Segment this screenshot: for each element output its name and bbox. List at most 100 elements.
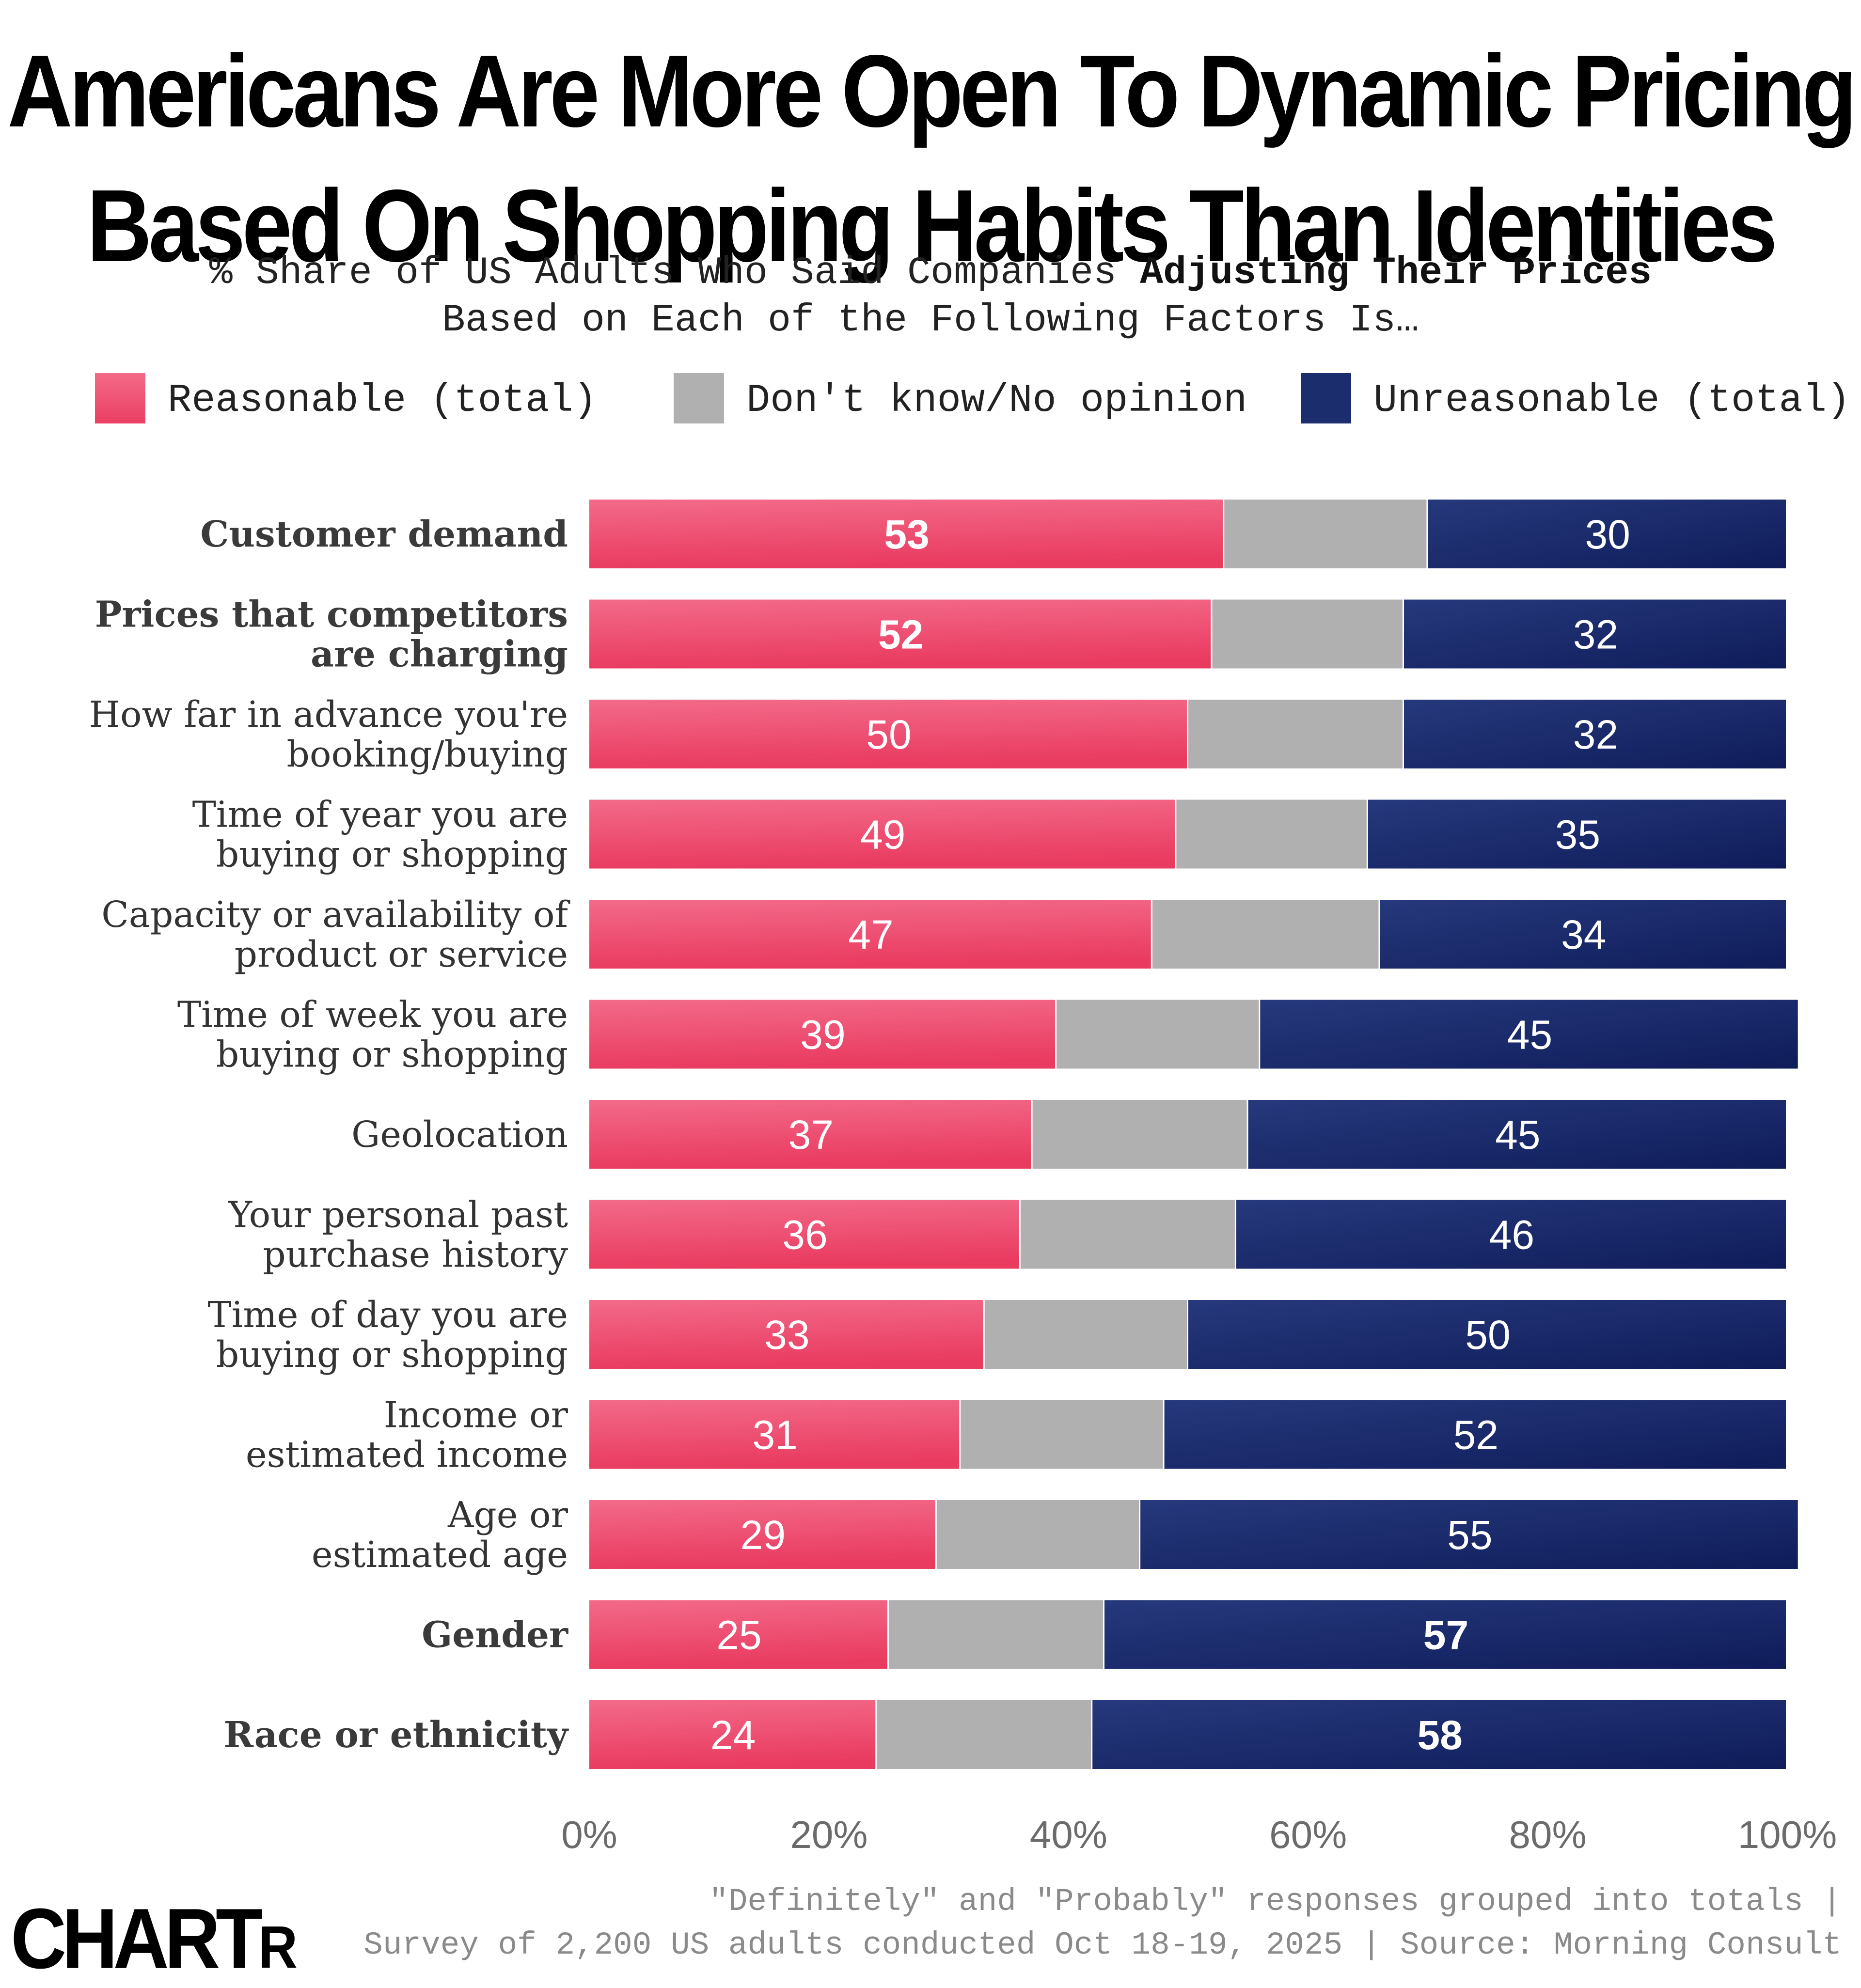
bar-segment-unreasonable-total- <box>1380 900 1786 969</box>
x-tick-label: 40% <box>1030 1813 1107 1856</box>
legend-swatch <box>1301 373 1351 423</box>
chart-title-line: Based On Shopping Habits Than Identities <box>87 169 1778 283</box>
category-label: Income or <box>384 1394 568 1436</box>
bar-segment-don-t-know-no-opinion <box>1152 900 1379 969</box>
bar-segment-don-t-know-no-opinion <box>877 1700 1091 1769</box>
data-label: 33 <box>764 1312 809 1358</box>
category-label: estimated income <box>246 1434 568 1476</box>
bar-segment-unreasonable-total- <box>1188 1300 1786 1369</box>
category-label: Geolocation <box>351 1114 568 1156</box>
bar-segment-unreasonable-total- <box>1428 500 1786 568</box>
data-label: 39 <box>800 1012 845 1058</box>
chart-subtitle: % Share of US Adults Who Said Companies … <box>0 250 1861 344</box>
category-label: are charging <box>311 634 568 675</box>
legend-swatch <box>674 373 724 423</box>
data-label: 57 <box>1423 1612 1468 1658</box>
data-label: 52 <box>1453 1412 1498 1458</box>
chart-title: Americans Are More Open To Dynamic Prici… <box>0 24 1861 294</box>
bar-segment-don-t-know-no-opinion <box>984 1300 1187 1369</box>
chartr-logo: CHARTR <box>11 1890 298 1988</box>
category-label: Gender <box>422 1614 568 1656</box>
bar-segment-don-t-know-no-opinion <box>936 1500 1139 1569</box>
bar-segment-don-t-know-no-opinion <box>889 1600 1103 1669</box>
x-tick-label: 60% <box>1269 1813 1347 1856</box>
bar-segment-don-t-know-no-opinion <box>1057 1000 1259 1069</box>
bar-segment-don-t-know-no-opinion <box>961 1400 1163 1469</box>
data-label: 49 <box>860 812 905 858</box>
legend-label: Don't know/No opinion <box>746 378 1247 423</box>
subtitle-line: Based on Each of the Following Factors I… <box>442 298 1419 343</box>
bar-segment-reasonable-total- <box>589 1100 1031 1169</box>
bar-segment-reasonable-total- <box>589 1400 960 1469</box>
data-label: 53 <box>884 512 929 557</box>
note-line: "Definitely" and "Probably" responses gr… <box>709 1883 1842 1920</box>
data-label: 32 <box>1573 612 1618 657</box>
bar-segment-reasonable-total- <box>589 1700 876 1769</box>
x-tick-label: 0% <box>561 1813 617 1856</box>
legend-label: Unreasonable (total) <box>1373 378 1851 423</box>
data-label: 31 <box>752 1412 797 1458</box>
x-tick-label: 80% <box>1509 1813 1587 1856</box>
category-label: Customer demand <box>200 514 568 555</box>
bar-segment-reasonable-total- <box>589 799 1175 869</box>
bar-segment-don-t-know-no-opinion <box>1224 500 1427 568</box>
stacked-bar-chart: Customer demand Prices that competitorsar… <box>89 500 1837 1856</box>
category-label: purchase history <box>263 1234 568 1276</box>
bar-segment-reasonable-total- <box>589 1200 1019 1269</box>
data-label: 34 <box>1561 912 1606 957</box>
bar-segment-don-t-know-no-opinion <box>1188 700 1403 768</box>
data-label: 24 <box>710 1712 756 1758</box>
category-label: product or service <box>235 934 568 975</box>
legend-swatch <box>95 373 145 423</box>
category-label: Capacity or availability of <box>101 894 570 936</box>
data-label: 35 <box>1555 812 1600 858</box>
logo-text: CHART <box>11 1891 263 1987</box>
data-label: 52 <box>878 612 923 657</box>
x-tick-label: 100% <box>1738 1813 1837 1856</box>
bar-segment-unreasonable-total- <box>1404 599 1786 669</box>
data-label: 55 <box>1447 1512 1492 1558</box>
logo-text-small: R <box>258 1914 298 1981</box>
data-label: 47 <box>848 912 893 957</box>
data-label: 50 <box>1465 1312 1510 1358</box>
legend-label: Reasonable (total) <box>168 378 597 423</box>
data-label: 32 <box>1573 712 1618 757</box>
subtitle-text: % Share of US Adults Who Said Companies <box>209 251 1140 295</box>
bar-segment-reasonable-total- <box>589 900 1151 969</box>
data-label: 45 <box>1507 1012 1552 1058</box>
bars: 53 30 52 32 50 32 49 35 47 34 39 45 37 45 36 46 33 50 31 52… <box>589 500 1798 1769</box>
x-tick-label: 20% <box>790 1813 867 1856</box>
bar-segment-reasonable-total- <box>589 599 1211 669</box>
category-label: Race or ethnicity <box>224 1714 569 1756</box>
category-label: Age or <box>447 1494 568 1536</box>
data-label: 46 <box>1489 1212 1534 1258</box>
data-label: 30 <box>1585 512 1630 557</box>
category-label: How far in advance you're <box>89 694 568 736</box>
bar-segment-reasonable-total- <box>589 1000 1056 1069</box>
bar-segment-unreasonable-total- <box>1164 1400 1786 1469</box>
category-label: booking/buying <box>287 734 568 775</box>
data-label: 36 <box>782 1212 827 1258</box>
data-label: 45 <box>1495 1112 1540 1158</box>
bar-segment-unreasonable-total- <box>1104 1600 1786 1669</box>
category-label: estimated age <box>312 1534 568 1576</box>
category-label: Time of year you are <box>192 794 568 836</box>
bar-segment-don-t-know-no-opinion <box>1032 1100 1247 1169</box>
bar-segment-unreasonable-total- <box>1140 1500 1798 1569</box>
bar-segment-don-t-know-no-opinion <box>1212 599 1403 669</box>
category-label: buying or shopping <box>216 834 568 876</box>
data-label: 25 <box>716 1612 761 1658</box>
source-note: "Definitely" and "Probably" responses gr… <box>363 1880 1842 1967</box>
category-label: buying or shopping <box>216 1034 568 1076</box>
bar-segment-don-t-know-no-opinion <box>1020 1200 1235 1269</box>
note-line: Survey of 2,200 US adults conducted Oct … <box>363 1927 1842 1963</box>
bar-segment-unreasonable-total- <box>1248 1100 1786 1169</box>
category-label: Your personal past <box>228 1194 568 1236</box>
bar-segment-unreasonable-total- <box>1260 1000 1798 1069</box>
chart-legend: Reasonable (total) Don't know/No opinion… <box>0 368 1861 426</box>
data-label: 37 <box>789 1112 834 1158</box>
subtitle-bold-text: Adjusting Their Prices <box>1140 251 1652 295</box>
category-label: Prices that competitors <box>95 594 568 636</box>
data-label: 58 <box>1417 1712 1462 1758</box>
bar-segment-unreasonable-total- <box>1092 1700 1786 1769</box>
